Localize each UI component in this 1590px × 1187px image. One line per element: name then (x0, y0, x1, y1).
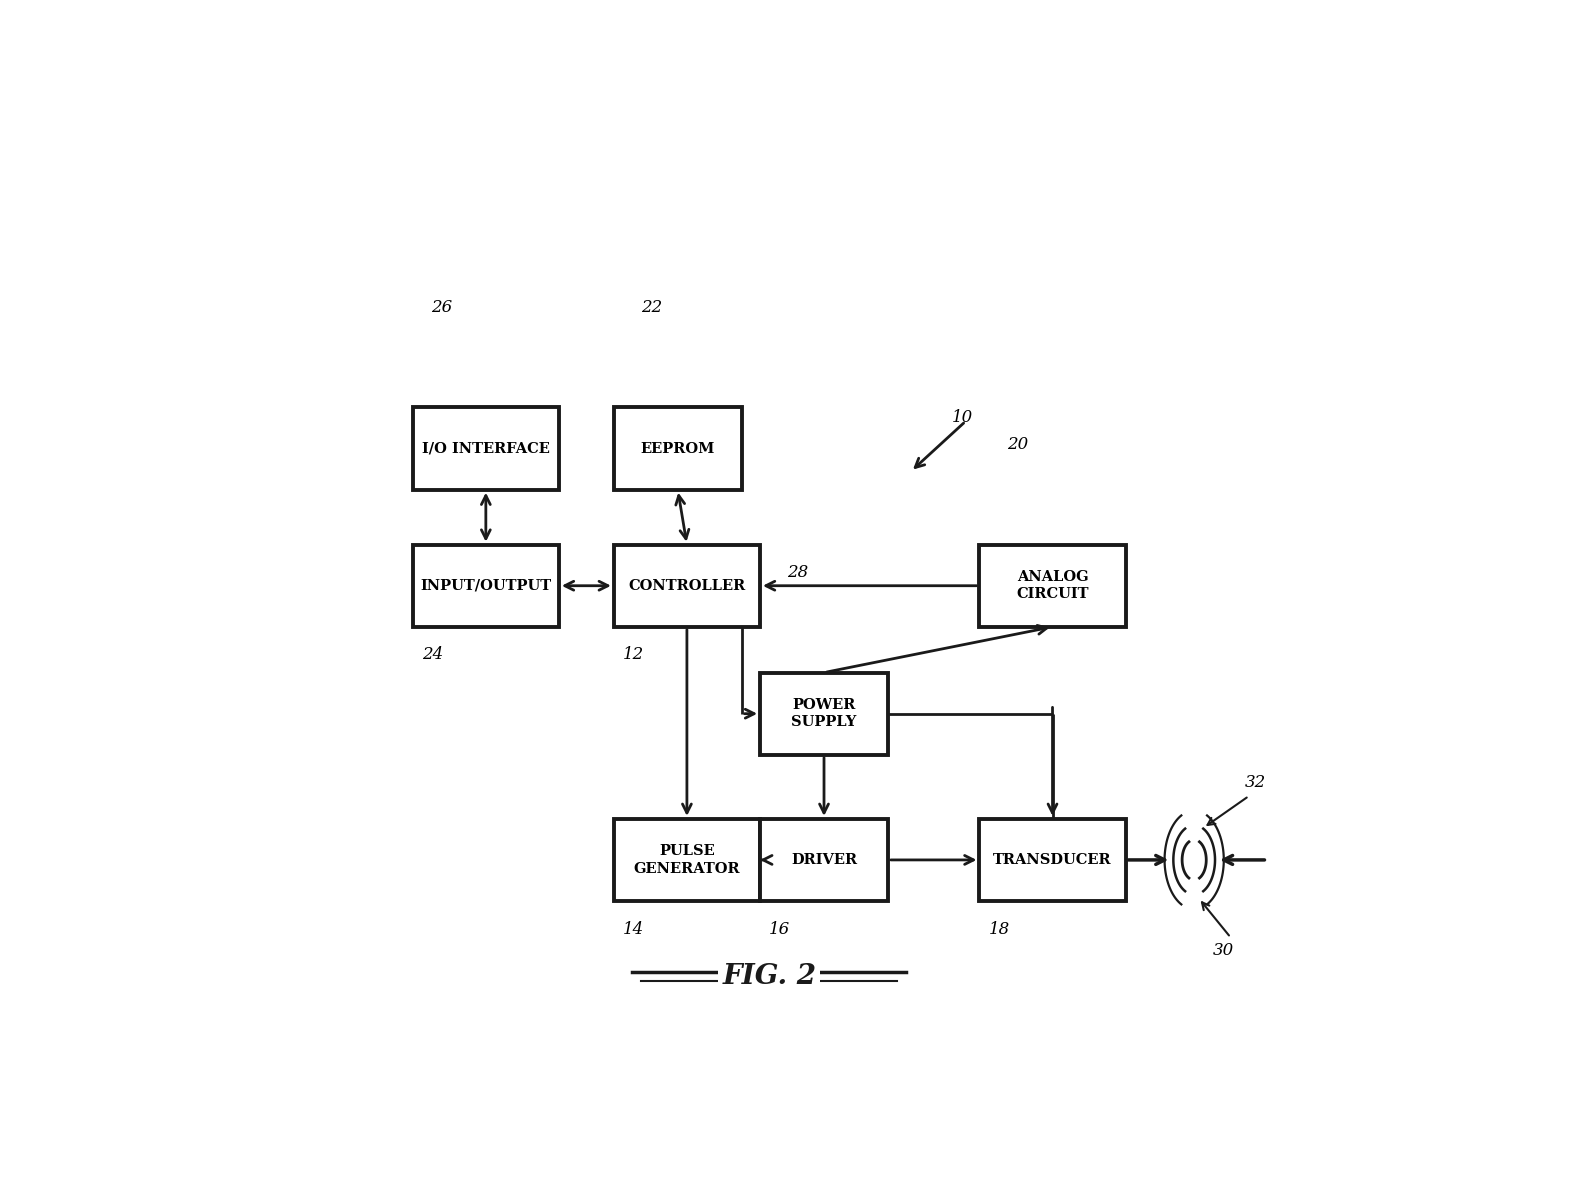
Text: DRIVER: DRIVER (790, 853, 857, 867)
Text: 16: 16 (770, 921, 790, 938)
FancyBboxPatch shape (413, 545, 560, 627)
FancyBboxPatch shape (760, 819, 887, 901)
Text: 32: 32 (1245, 774, 1266, 792)
Text: EEPROM: EEPROM (641, 442, 716, 456)
Text: 24: 24 (421, 647, 444, 664)
Text: 22: 22 (641, 299, 663, 316)
Text: INPUT/OUTPUT: INPUT/OUTPUT (420, 579, 552, 592)
Text: 10: 10 (952, 408, 973, 426)
FancyBboxPatch shape (979, 819, 1126, 901)
Text: I/O INTERFACE: I/O INTERFACE (421, 442, 550, 456)
FancyBboxPatch shape (614, 407, 743, 490)
Text: FIG. 2: FIG. 2 (722, 964, 816, 990)
Text: PULSE
GENERATOR: PULSE GENERATOR (633, 844, 741, 876)
FancyBboxPatch shape (614, 545, 760, 627)
FancyBboxPatch shape (760, 673, 887, 755)
Text: 28: 28 (787, 564, 809, 582)
FancyBboxPatch shape (979, 545, 1126, 627)
Text: 12: 12 (623, 647, 644, 664)
Text: 30: 30 (1213, 942, 1234, 959)
Text: 26: 26 (431, 299, 452, 316)
Text: 20: 20 (1006, 436, 1029, 453)
FancyBboxPatch shape (614, 819, 760, 901)
Text: ANALOG
CIRCUIT: ANALOG CIRCUIT (1016, 570, 1089, 602)
FancyBboxPatch shape (413, 407, 560, 490)
Text: 14: 14 (623, 921, 644, 938)
Text: TRANSDUCER: TRANSDUCER (994, 853, 1111, 867)
Text: POWER
SUPPLY: POWER SUPPLY (792, 698, 857, 729)
Text: CONTROLLER: CONTROLLER (628, 579, 746, 592)
Text: 18: 18 (989, 921, 1010, 938)
